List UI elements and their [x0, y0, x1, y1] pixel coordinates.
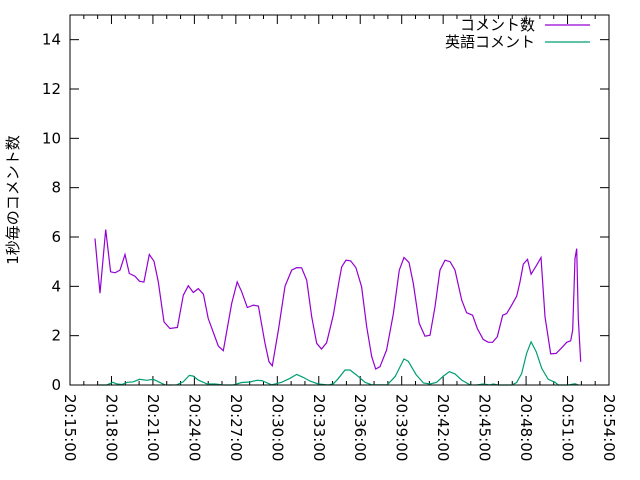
y-tick-label: 8: [51, 179, 61, 197]
x-tick-label: 20:36:00: [351, 394, 369, 461]
y-tick-label: 10: [42, 129, 61, 147]
x-tick-label: 20:15:00: [61, 394, 79, 461]
y-tick-label: 2: [51, 327, 61, 345]
y-tick-label: 14: [42, 31, 61, 49]
x-tick-label: 20:45:00: [476, 394, 494, 461]
x-tick-label: 20:18:00: [102, 394, 120, 461]
legend-label: コメント数: [460, 16, 535, 34]
y-tick-label: 4: [51, 277, 61, 295]
x-tick-label: 20:51:00: [559, 394, 577, 461]
plot-frame: [69, 14, 610, 386]
x-tick-label: 20:33:00: [310, 394, 328, 461]
x-tick-label: 20:30:00: [268, 394, 286, 461]
axis-ticks: 0 2 4 6 8 10 12 14 20:15:00 20:18:00 20:21:00 20:24…: [42, 15, 618, 461]
y-axis-label: 1秒毎のコメント数: [4, 135, 22, 265]
series-line-1: [98, 340, 579, 386]
x-tick-label: 20:39:00: [393, 394, 411, 461]
y-tick-label: 0: [51, 376, 61, 394]
x-tick-label: 20:48:00: [517, 394, 535, 461]
x-tick-label: 20:27:00: [227, 394, 245, 461]
x-tick-label: 20:54:00: [600, 394, 618, 461]
x-tick-label: 20:21:00: [144, 394, 162, 461]
x-tick-label: 20:24:00: [185, 394, 203, 461]
legend-label: 英語コメント: [445, 33, 535, 51]
series-line-0: [94, 229, 582, 370]
y-tick-label: 6: [51, 228, 61, 246]
series-lines: [94, 229, 582, 386]
x-tick-label: 20:42:00: [434, 394, 452, 461]
y-tick-label: 12: [42, 80, 61, 98]
